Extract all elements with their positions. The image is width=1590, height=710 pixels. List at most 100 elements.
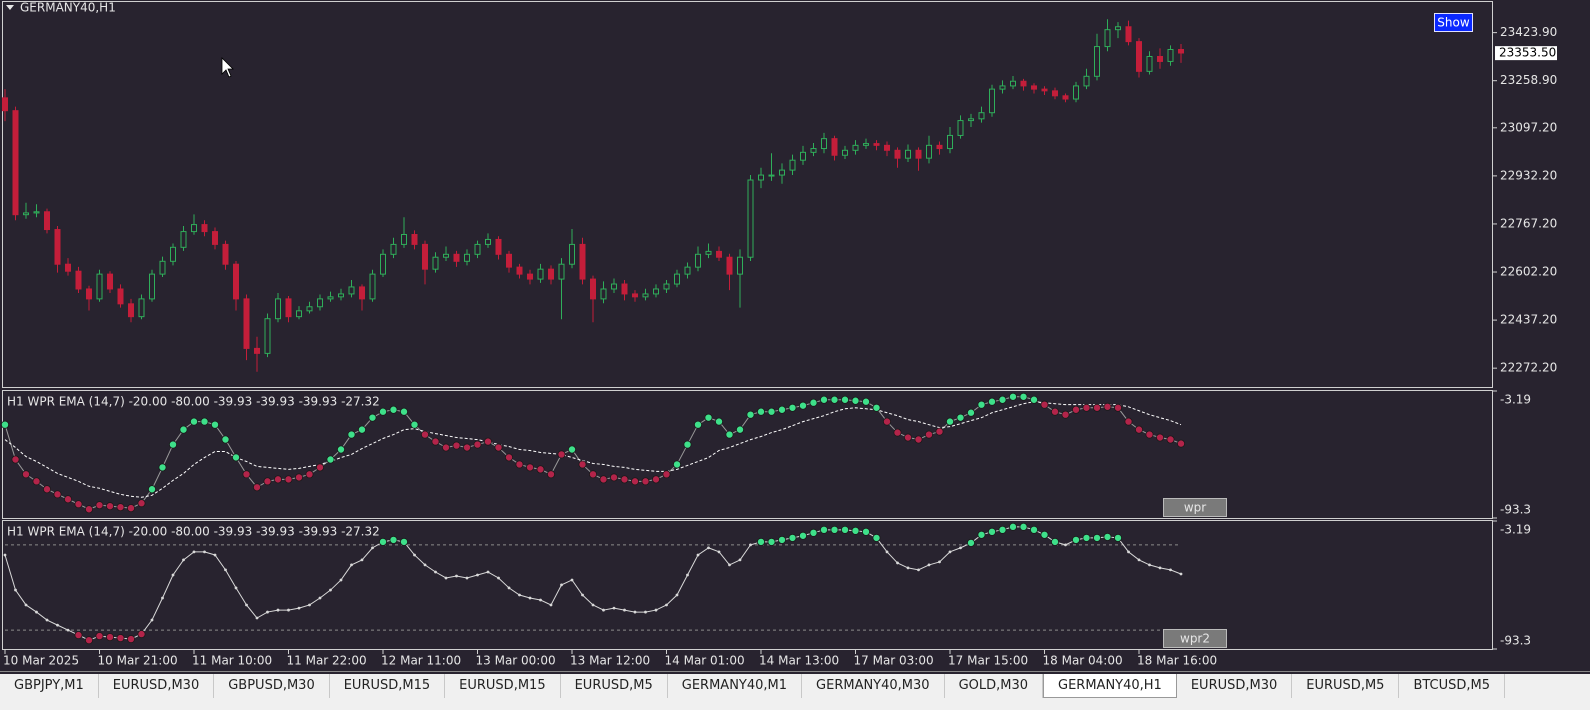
wpr-dot <box>179 425 188 434</box>
chart-tab[interactable]: EURUSD,M15 <box>445 674 561 698</box>
wpr-dot <box>168 440 177 449</box>
indicator-button-label[interactable]: wpr2 <box>1180 632 1210 646</box>
wpr-dot <box>137 499 146 508</box>
chart-tab[interactable]: GERMANY40,M1 <box>667 674 803 698</box>
candle-body <box>191 224 197 233</box>
wpr-dot <box>1093 403 1102 412</box>
wpr-dot <box>1177 439 1186 448</box>
candle-body <box>590 278 596 300</box>
indicator-button[interactable] <box>1163 498 1227 517</box>
chart-tab[interactable]: GBPUSD,M30 <box>214 674 330 698</box>
wpr-dot <box>127 504 136 513</box>
wpr-dot <box>589 470 598 479</box>
candle-body <box>1041 88 1048 92</box>
chart-tab[interactable]: GOLD,M30 <box>944 674 1044 698</box>
wpr-dot <box>234 586 238 590</box>
wpr-dot <box>95 501 104 510</box>
indicator-header: H1 WPR EMA (14,7) -20.00 -80.00 -39.93 -… <box>7 525 380 539</box>
x-tick-label: 14 Mar 01:00 <box>665 654 745 668</box>
show-button[interactable] <box>1434 13 1473 32</box>
wpr-dot <box>568 445 577 454</box>
candle-body <box>348 286 355 295</box>
chart-tab[interactable]: GERMANY40,H1 <box>1043 674 1177 698</box>
candle-body <box>243 298 250 349</box>
wpr-dot <box>1114 403 1123 412</box>
wpr-dot <box>883 417 892 426</box>
candle-body <box>453 253 460 262</box>
wpr-dot <box>578 460 587 469</box>
wpr-dot <box>788 403 797 412</box>
wpr-dot <box>1145 430 1154 439</box>
chart-tab[interactable]: EURUSD,M5 <box>560 674 668 698</box>
candle-body <box>33 211 40 214</box>
wpr-dot <box>1124 417 1133 426</box>
wpr-dot <box>830 395 839 404</box>
wpr-dot <box>161 596 164 600</box>
wpr-dot <box>652 475 661 484</box>
wpr-dot <box>56 623 59 627</box>
candle-body <box>936 144 943 150</box>
wpr-dot <box>788 533 797 542</box>
wpr-dot <box>1019 522 1028 531</box>
candle-body <box>737 256 743 275</box>
wpr-dot <box>893 428 902 437</box>
candle-body <box>401 233 407 245</box>
wpr-dot <box>610 473 619 482</box>
chart-tab[interactable]: EURUSD,M30 <box>1176 674 1293 698</box>
wpr-dot <box>830 525 839 534</box>
wpr-dot <box>757 407 766 416</box>
wpr-dot <box>150 618 154 622</box>
y-tick-label: -3.19 <box>1500 393 1531 407</box>
wpr-dot <box>95 632 104 641</box>
wpr-dot <box>486 570 490 574</box>
wpr-dot <box>465 576 469 580</box>
wpr-dot <box>434 570 437 574</box>
candle-body <box>96 273 103 300</box>
wpr-dot <box>746 410 755 419</box>
wpr-dot <box>1158 566 1162 570</box>
chart-tab[interactable]: EURUSD,M15 <box>329 674 446 698</box>
panel-frame <box>2 520 1493 650</box>
chart-tab[interactable]: BTCUSD,M5 <box>1399 674 1506 698</box>
wpr-dot <box>431 437 440 446</box>
chart-tab[interactable]: EURUSD,M5 <box>1292 674 1400 698</box>
wpr-dot <box>896 561 899 565</box>
candle-body <box>422 243 428 270</box>
chart-tab[interactable]: GBPJPY,M1 <box>0 674 99 698</box>
candle-body <box>569 243 575 265</box>
indicator-button-label[interactable]: wpr <box>1184 501 1206 515</box>
wpr-dot <box>1051 407 1060 416</box>
wpr-dot <box>64 495 73 504</box>
wpr-dot <box>413 553 416 557</box>
wpr-dot <box>1103 532 1112 541</box>
wpr-dot <box>378 407 387 416</box>
wpr-dot <box>841 395 850 404</box>
candle-body <box>117 288 124 305</box>
chart-tab[interactable]: EURUSD,M30 <box>98 674 215 698</box>
y-tick-label: -93.3 <box>1500 503 1531 517</box>
candle-body <box>495 238 502 255</box>
collapse-arrow[interactable] <box>6 5 14 10</box>
wpr-dot <box>581 593 584 597</box>
wpr-dot <box>612 606 616 610</box>
x-tick-label: 11 Mar 10:00 <box>192 654 272 668</box>
wpr-dot <box>1114 533 1123 542</box>
wpr-dot <box>757 537 766 546</box>
wpr-dot <box>455 574 458 578</box>
wpr-dot <box>189 417 198 426</box>
indicator-button[interactable] <box>1163 629 1227 648</box>
wpr-dot <box>904 433 913 442</box>
last-price-label: 23353.50 <box>1499 46 1556 60</box>
chart-tab[interactable]: GERMANY40,M30 <box>802 674 945 698</box>
candle-body <box>527 273 533 280</box>
show-button-label[interactable]: Show <box>1437 16 1470 30</box>
wpr-dot <box>1030 525 1039 534</box>
wpr-dot <box>767 407 776 416</box>
candle-body <box>821 138 827 150</box>
wpr-dot <box>182 558 185 562</box>
wpr-dot <box>694 420 703 429</box>
candle-body <box>180 231 187 248</box>
x-tick-label: 17 Mar 15:00 <box>948 654 1028 668</box>
wpr-dot <box>116 634 125 643</box>
